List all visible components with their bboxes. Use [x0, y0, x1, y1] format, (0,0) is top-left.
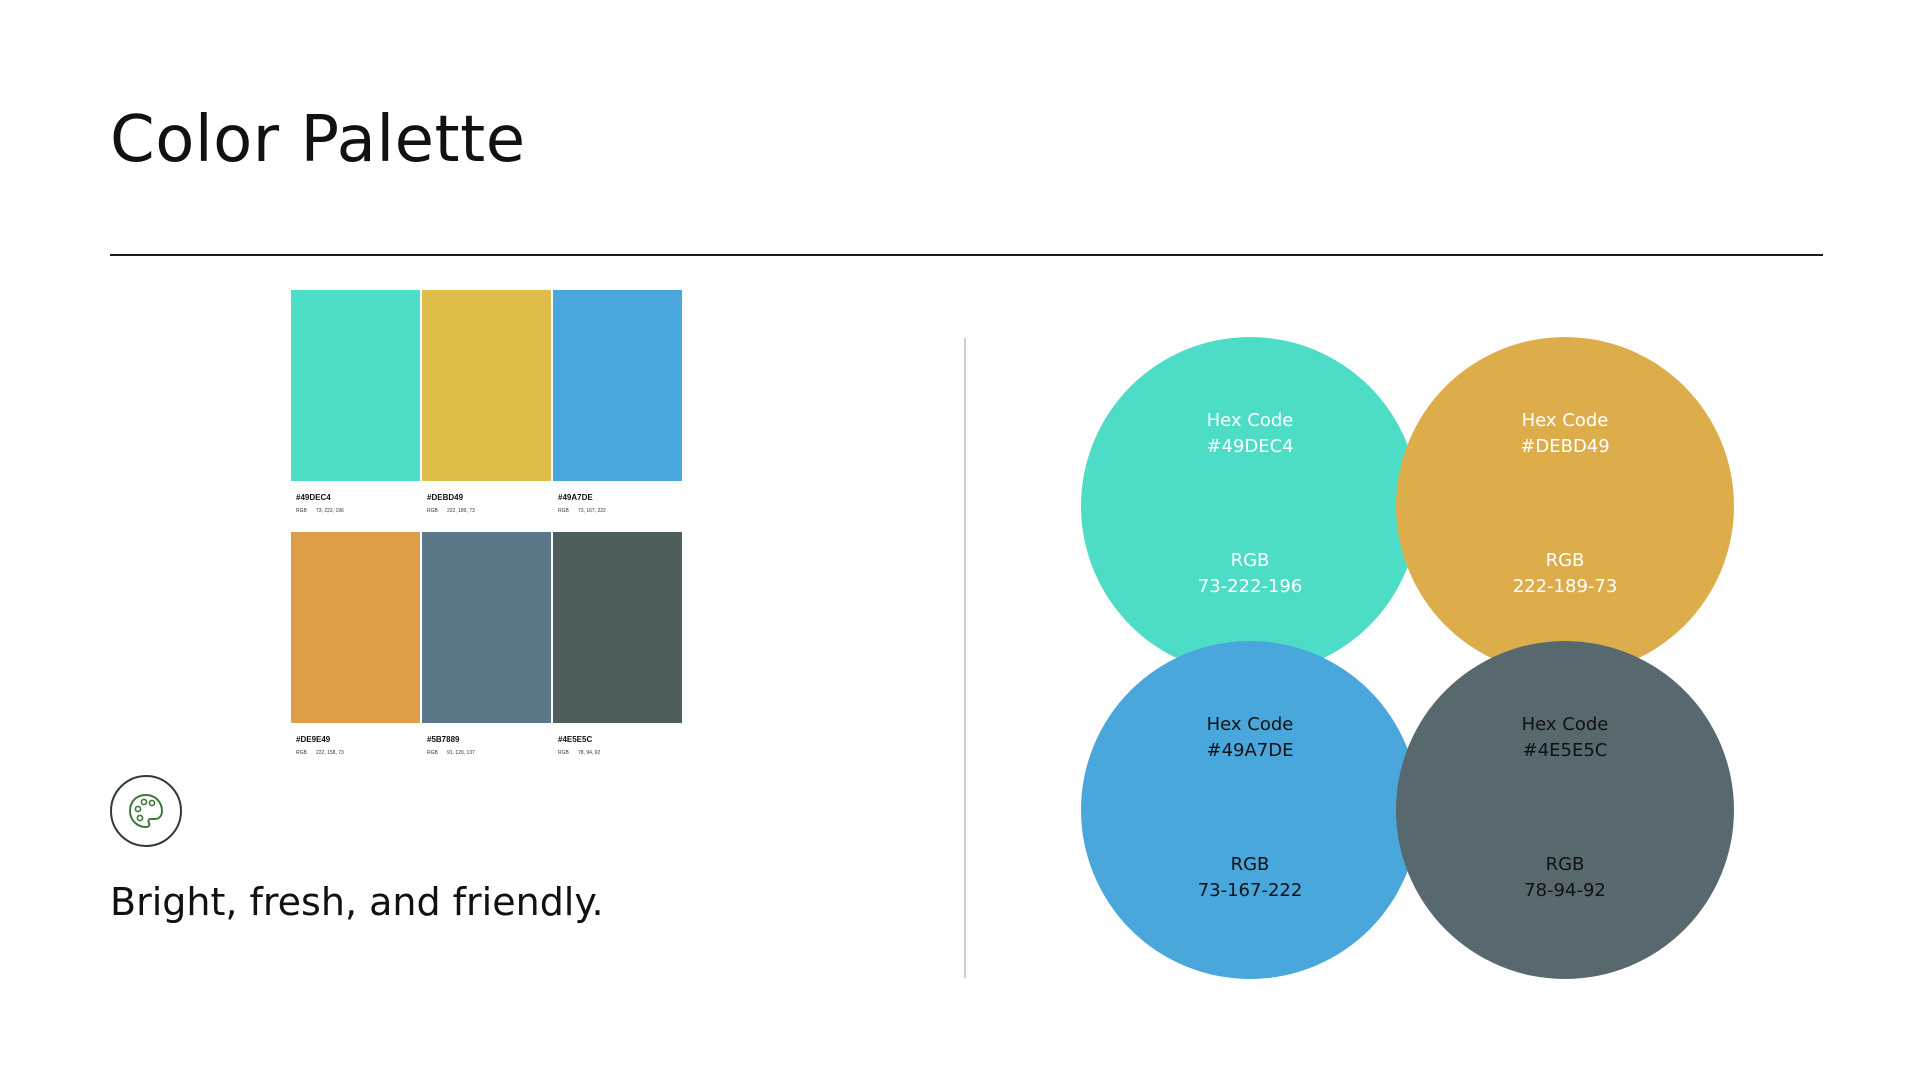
color-circle-teal: Hex Code #49DEC4 RGB 73-222-196: [1081, 337, 1419, 675]
swatch-rgb-value: 73, 222, 196: [316, 508, 344, 514]
swatch-rgb-value: 73, 167, 222: [578, 508, 606, 514]
swatch-rgb-value: 222, 189, 73: [447, 508, 475, 514]
hex-code-label: Hex Code: [1521, 410, 1609, 431]
swatch-rgb-label: RGB: [296, 750, 307, 756]
swatch-rgb-label: RGB: [427, 508, 438, 514]
swatch-card: #49A7DE RGB 73, 167, 222: [553, 290, 682, 514]
swatch-rgb-label: RGB: [296, 508, 307, 514]
rgb-label: RGB: [1545, 854, 1585, 875]
swatch-color-block: [291, 532, 420, 723]
swatch-color-block: [553, 532, 682, 723]
swatch-rgb: RGB 91, 120, 137: [427, 750, 551, 756]
swatch-color-block: [553, 290, 682, 481]
swatch-card: #5B7889 RGB 91, 120, 137: [422, 532, 551, 756]
swatch-rgb-label: RGB: [427, 750, 438, 756]
circle-rgb: RGB 78-94-92: [1396, 852, 1734, 904]
swatch-card: #DE9E49 RGB 222, 158, 73: [291, 532, 420, 756]
circle-hex: Hex Code #49A7DE: [1081, 712, 1419, 764]
rgb-value: 73-167-222: [1197, 880, 1303, 902]
hex-code-value: #4E5E5C: [1522, 740, 1608, 762]
color-circle-gold: Hex Code #DEBD49 RGB 222-189-73: [1396, 337, 1734, 675]
swatch-sheet: #49DEC4 RGB 73, 222, 196 #DEBD49 RGB 222, …: [291, 290, 683, 760]
swatch-rgb: RGB 222, 189, 73: [427, 508, 551, 514]
swatch-hex: #49DEC4: [296, 493, 331, 502]
tagline: Bright, fresh, and friendly.: [110, 880, 604, 924]
page-title: Color Palette: [110, 103, 526, 177]
circle-hex: Hex Code #DEBD49: [1396, 408, 1734, 460]
swatch-hex: #4E5E5C: [558, 735, 593, 744]
swatch-hex: #5B7889: [427, 735, 460, 744]
circle-hex: Hex Code #4E5E5C: [1396, 712, 1734, 764]
hex-code-label: Hex Code: [1521, 714, 1609, 735]
swatch-rgb-value: 91, 120, 137: [447, 750, 475, 756]
swatch-hex: #49A7DE: [558, 493, 593, 502]
swatch-hex: #DEBD49: [427, 493, 464, 502]
circle-rgb: RGB 73-222-196: [1081, 548, 1419, 600]
palette-icon-glyph: [128, 793, 164, 829]
swatch-rgb: RGB 73, 222, 196: [296, 508, 420, 514]
circle-rgb: RGB 73-167-222: [1081, 852, 1419, 904]
swatch-color-block: [422, 290, 551, 481]
swatch-rgb: RGB 222, 158, 73: [296, 750, 420, 756]
color-circle-slate: Hex Code #4E5E5C RGB 78-94-92: [1396, 641, 1734, 979]
swatch-color-block: [291, 290, 420, 481]
circle-rgb: RGB 222-189-73: [1396, 548, 1734, 600]
swatch-rgb-value: 222, 158, 73: [316, 750, 344, 756]
rgb-value: 222-189-73: [1512, 576, 1618, 598]
swatch-rgb: RGB 78, 94, 92: [558, 750, 682, 756]
color-circle-blue: Hex Code #49A7DE RGB 73-167-222: [1081, 641, 1419, 979]
swatch-rgb-label: RGB: [558, 508, 569, 514]
rgb-value: 78-94-92: [1524, 880, 1606, 902]
hex-code-value: #DEBD49: [1520, 436, 1610, 458]
vertical-divider: [964, 338, 966, 978]
swatch-hex: #DE9E49: [296, 735, 331, 744]
circle-hex: Hex Code #49DEC4: [1081, 408, 1419, 460]
swatch-rgb-label: RGB: [558, 750, 569, 756]
rgb-label: RGB: [1230, 854, 1270, 875]
title-divider: [110, 254, 1823, 256]
swatch-rgb-value: 78, 94, 92: [578, 750, 601, 756]
hex-code-value: #49A7DE: [1206, 740, 1294, 762]
swatch-card: #49DEC4 RGB 73, 222, 196: [291, 290, 420, 514]
rgb-label: RGB: [1545, 550, 1585, 571]
palette-icon: [110, 775, 182, 847]
rgb-value: 73-222-196: [1197, 576, 1303, 598]
hex-code-label: Hex Code: [1206, 410, 1294, 431]
rgb-label: RGB: [1230, 550, 1270, 571]
hex-code-value: #49DEC4: [1206, 436, 1294, 458]
swatch-card: #4E5E5C RGB 78, 94, 92: [553, 532, 682, 756]
swatch-color-block: [422, 532, 551, 723]
swatch-card: #DEBD49 RGB 222, 189, 73: [422, 290, 551, 514]
swatch-rgb: RGB 73, 167, 222: [558, 508, 682, 514]
hex-code-label: Hex Code: [1206, 714, 1294, 735]
